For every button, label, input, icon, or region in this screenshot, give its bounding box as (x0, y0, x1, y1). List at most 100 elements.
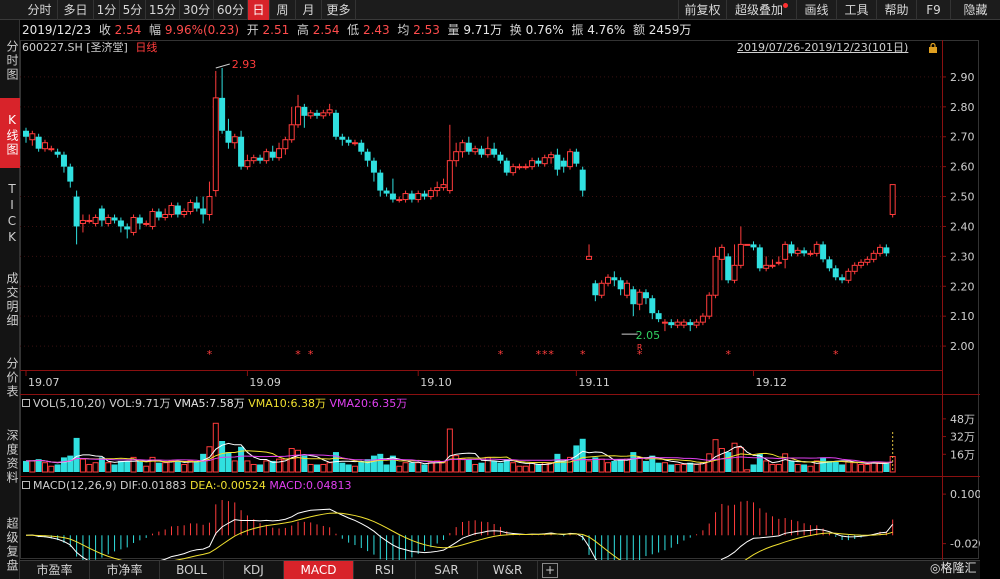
candle-body (351, 142, 358, 145)
add-indicator-icon[interactable]: + (542, 563, 558, 578)
volume-bar (605, 462, 611, 473)
candle-body (807, 252, 814, 255)
left-tab-3[interactable]: 成交明细 (5, 272, 19, 328)
timeframe-tab-4[interactable]: 15分 (146, 0, 180, 20)
candle-body (870, 252, 877, 260)
candle-body (478, 148, 485, 155)
toolbar-item-label: F9 (926, 3, 941, 17)
toolbar-item-5[interactable]: F9 (916, 0, 950, 20)
volume-bar (744, 469, 751, 473)
timeframe-tab-2[interactable]: 1分 (94, 0, 120, 20)
candle-body (687, 322, 694, 326)
timeframe-tab-10[interactable]: 更多 (322, 0, 356, 20)
volume-bar (807, 465, 814, 473)
indicator-tab-2[interactable]: BOLL (160, 561, 224, 579)
indicator-tab-3[interactable]: KDJ (224, 561, 284, 579)
timeframe-tab-7[interactable]: 日 (248, 0, 270, 20)
candle-body (288, 124, 295, 141)
candle-body (744, 243, 751, 246)
indicator-tab-5[interactable]: RSI (354, 561, 416, 579)
toolbar-item-3[interactable]: 工具 (836, 0, 876, 20)
toolbar-item-0[interactable]: 前复权 (678, 0, 726, 20)
candle-body (851, 264, 858, 272)
volume-bar (23, 460, 29, 472)
left-tab-1[interactable]: K线图 (0, 98, 20, 168)
date-tick-label: 19.10 (420, 376, 452, 389)
indicator-tab-6[interactable]: SAR (416, 561, 478, 579)
candle-body (421, 193, 428, 197)
left-tab-0[interactable]: 分时图 (5, 40, 19, 82)
volume-bar (661, 462, 668, 473)
watermark: ◎格隆汇 (930, 561, 977, 575)
max-price-label: 2.93 (232, 58, 256, 71)
event-star-icon: * (542, 348, 548, 361)
toolbar-item-1[interactable]: 超级叠加 (726, 0, 796, 20)
date-range-link[interactable]: 2019/07/26-2019/12/23(101日) (737, 41, 909, 54)
volume-bar (314, 464, 320, 472)
candle-body (143, 222, 150, 225)
volume-bar (377, 453, 384, 472)
price-tick-label: 2.00 (950, 340, 975, 353)
dea-line (25, 512, 893, 560)
macd-tick-label: -0.02023 (950, 538, 980, 551)
left-tab-2[interactable]: TICK (5, 182, 19, 246)
chart-canvas[interactable]: 2.90 2.80 2.70 2.60 2.50 2.40 2.30 2.20 2.10 2.00… (20, 20, 980, 560)
dif-value: DIF:0.01883 (120, 479, 187, 492)
timeframe-tab-1[interactable]: 多日 (58, 0, 94, 20)
candle-body (763, 264, 770, 269)
volume-bar (396, 465, 403, 473)
chart-frame (20, 40, 979, 559)
volume-bar (35, 459, 42, 472)
lock-icon[interactable] (928, 43, 938, 53)
volume-bar (801, 464, 808, 472)
volume-bar (680, 463, 687, 473)
candle-body (434, 187, 441, 192)
volume-bar (611, 460, 618, 472)
timeframe-tab-3[interactable]: 5分 (120, 0, 146, 20)
timeframe-tab-0[interactable]: 分时 (22, 0, 58, 20)
timeframe-tab-8[interactable]: 周 (270, 0, 296, 20)
volume-bar (459, 458, 466, 473)
candle-body (408, 193, 415, 200)
macd-title: MACD(12,26,9) (33, 479, 117, 492)
volume-bar (73, 437, 80, 472)
volume-box-icon[interactable] (22, 399, 30, 407)
candle-body (257, 157, 264, 161)
volume-title: VOL(5,10,20) (33, 397, 106, 410)
candle-body (782, 243, 789, 260)
indicator-tab-7[interactable]: W&R (478, 561, 538, 579)
candle-body (750, 244, 757, 248)
timeframe-tab-6[interactable]: 60分 (214, 0, 248, 20)
macd-box-icon[interactable] (22, 481, 30, 489)
left-tab-6[interactable]: 超级复盘 (5, 516, 19, 573)
candle-body (737, 243, 744, 266)
candle-body (453, 151, 460, 162)
volume-bar (200, 453, 207, 472)
candle-body (813, 243, 820, 254)
volume-bar (775, 463, 782, 473)
turnover-label: 换 (509, 23, 522, 37)
candle-body (389, 193, 396, 200)
volume-bar (497, 462, 504, 472)
indicator-tab-0[interactable]: 市盈率 (20, 561, 90, 579)
toolbar-item-6[interactable]: 隐藏 (950, 0, 1000, 20)
candle-body (731, 264, 738, 281)
volume-bar (60, 457, 67, 472)
left-tab-5[interactable]: 深度资料 (5, 429, 19, 485)
timeframe-tab-9[interactable]: 月 (296, 0, 322, 20)
change-label: 幅 (149, 23, 162, 37)
candle-body (377, 172, 384, 191)
toolbar-item-4[interactable]: 帮助 (876, 0, 916, 20)
candle-body (484, 148, 491, 156)
indicator-tab-4[interactable]: MACD (284, 561, 354, 579)
indicator-tab-1[interactable]: 市净率 (90, 561, 160, 579)
change-value: 9.96%(0.23) (164, 23, 240, 37)
timeframe-tab-5[interactable]: 30分 (180, 0, 214, 20)
left-tab-4[interactable]: 分价表 (5, 357, 19, 399)
candle-body (86, 219, 93, 222)
candle-body (801, 250, 808, 254)
candle-body (535, 160, 542, 164)
volume-value: 9.71万 (463, 23, 503, 37)
price-tick-label: 2.10 (950, 310, 975, 323)
toolbar-item-2[interactable]: 画线 (796, 0, 836, 20)
